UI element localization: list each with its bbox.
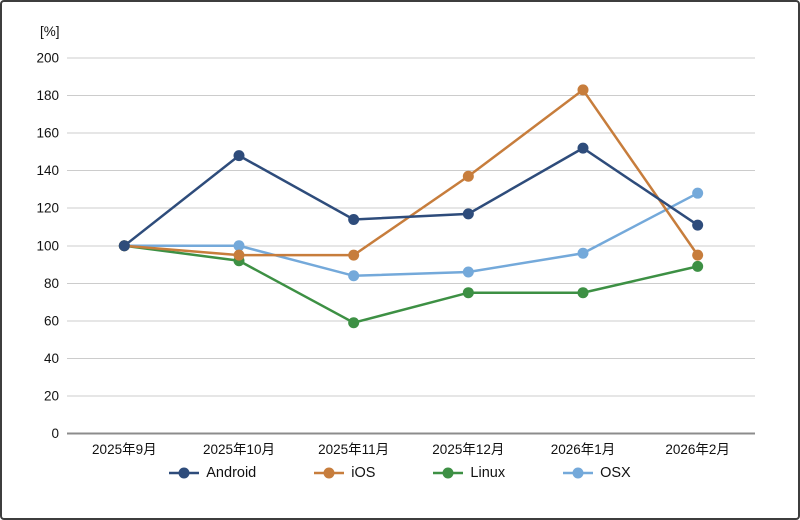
data-point-android	[692, 219, 704, 231]
legend-marker-linux-icon	[433, 467, 464, 479]
data-point-linux	[462, 287, 474, 299]
x-tick-label: 2025年12月	[432, 442, 504, 457]
legend-item-linux: Linux	[433, 466, 505, 481]
x-tick-label: 2025年10月	[203, 442, 275, 457]
series-line-osx	[124, 192, 699, 278]
data-point-osx	[233, 240, 245, 252]
data-point-linux	[348, 317, 360, 329]
y-tick-label: 120	[36, 201, 59, 216]
data-point-osx	[577, 247, 589, 259]
legend-item-ios: iOS	[314, 466, 375, 481]
series-line-linux	[124, 244, 698, 325]
x-tick-label: 2026年1月	[551, 442, 616, 457]
series-line-ios	[124, 88, 699, 257]
legend-marker-ios-icon	[314, 467, 345, 479]
data-point-android	[462, 208, 474, 220]
data-point-ios	[577, 84, 589, 96]
y-tick-label: 160	[36, 126, 59, 141]
chart-legend: Android iOS Linux OSX	[2, 466, 798, 481]
data-point-ios	[233, 249, 245, 261]
y-tick-label: 80	[44, 276, 59, 291]
y-tick-label: 40	[44, 351, 59, 366]
y-tick-label: 180	[36, 88, 59, 103]
y-tick-label: 0	[51, 426, 59, 441]
legend-label-osx: OSX	[600, 465, 631, 481]
legend-label-linux: Linux	[470, 465, 506, 481]
data-point-linux	[692, 260, 704, 272]
data-point-ios	[692, 249, 704, 261]
y-axis-unit-label: [%]	[40, 24, 60, 39]
data-point-osx	[462, 266, 474, 278]
legend-label-android: Android	[206, 465, 257, 481]
data-point-ios	[348, 249, 360, 261]
data-point-android	[118, 240, 130, 252]
legend-item-android: Android	[169, 466, 256, 481]
series-line-android	[123, 146, 699, 247]
y-tick-label: 20	[44, 388, 59, 403]
x-tick-label: 2026年2月	[665, 442, 730, 457]
y-tick-label: 200	[36, 51, 59, 66]
legend-label-ios: iOS	[351, 465, 376, 481]
legend-item-osx: OSX	[563, 466, 631, 481]
legend-marker-osx-icon	[563, 467, 594, 479]
data-point-linux	[577, 287, 589, 299]
y-tick-label: 100	[36, 238, 59, 253]
data-point-android	[348, 213, 360, 225]
data-point-android	[233, 150, 245, 162]
data-point-android	[577, 142, 589, 154]
x-tick-label: 2025年9月	[92, 442, 157, 457]
line-chart: 0 20 40 60 80 100 120 140 160 180 200 [%] 2025年9月 202…	[36, 24, 755, 457]
x-tick-label: 2025年11月	[318, 442, 389, 457]
y-tick-label: 60	[44, 313, 59, 328]
y-tick-label: 140	[36, 163, 59, 178]
data-point-osx	[348, 270, 360, 282]
data-point-ios	[462, 170, 474, 182]
data-point-osx	[692, 187, 704, 199]
legend-marker-android-icon	[169, 467, 200, 479]
